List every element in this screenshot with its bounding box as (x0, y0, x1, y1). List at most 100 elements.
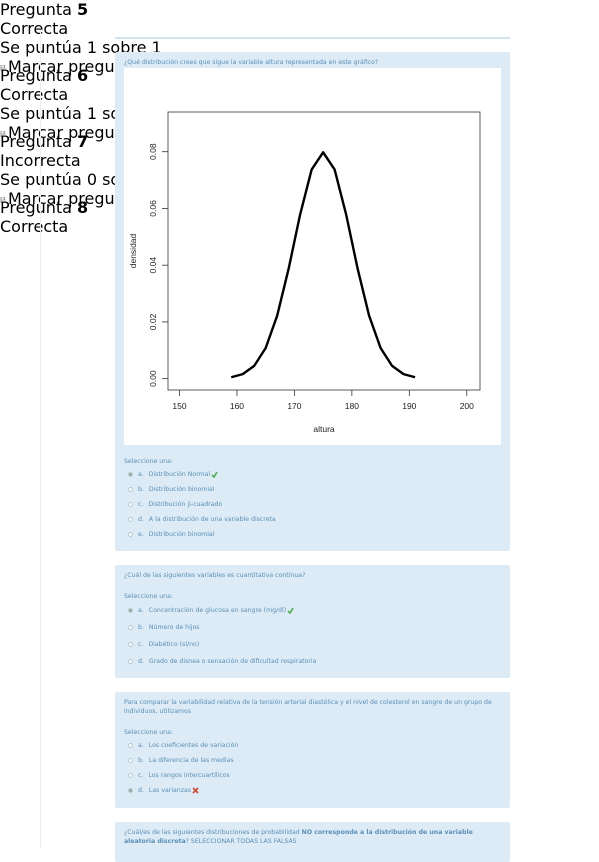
cross (192, 787, 199, 794)
radio[interactable] (128, 532, 133, 537)
option-text: Número de hijos (148, 624, 200, 631)
question-text-part: ¿Qué distribución crees que sigue la var… (124, 59, 379, 66)
flag-shape (0, 130, 6, 137)
question-text-part: ? SELECCIONAR TODAS LAS FALSAS (185, 838, 297, 845)
option-text: Los rangos intercuartílicos (148, 772, 230, 779)
answer-option[interactable]: c. Diabético (sí/no) (124, 636, 501, 653)
radio[interactable] (128, 659, 133, 664)
question-state: Correcta (0, 85, 69, 104)
flag-question[interactable]: Marcar pregunta (0, 123, 599, 142)
question-content: Para comparar la variabilidad relativa d… (115, 692, 510, 808)
radio[interactable] (128, 625, 133, 630)
question-text: ¿Cuál de las siguientes variables es cua… (124, 571, 501, 580)
radio[interactable] (128, 608, 133, 613)
radio[interactable] (128, 642, 133, 647)
answer-option[interactable]: b. Número de hijos (124, 619, 501, 636)
answer-option[interactable]: d. A la distribución de una variable disc… (124, 512, 501, 527)
prompt: Seleccione una: (124, 729, 173, 736)
option-letter: c. (138, 501, 144, 508)
x-tick-label: 150 (172, 401, 186, 411)
incorrect-icon (192, 787, 199, 794)
option-letter: b. (138, 486, 144, 493)
flag-label: Marcar pregunta (8, 123, 141, 142)
flag-shape (0, 64, 6, 71)
answer-option[interactable]: b. La diferencia de las medias (124, 753, 501, 768)
x-tick-label: 180 (345, 401, 359, 411)
answer-option[interactable]: d. Grado de disnea o sensación de dificul… (124, 653, 501, 670)
x-tick-label: 200 (460, 401, 474, 411)
option-letter: d. (138, 516, 144, 523)
answer-option[interactable]: c. Distribución ji-cuadrado (124, 497, 501, 512)
question-num: 6 (77, 66, 89, 85)
option-letter: b. (138, 624, 144, 631)
option-text: Distribución ji-cuadrado (148, 501, 223, 508)
flag-question[interactable]: Marcar pregunta (0, 189, 599, 208)
prompt: Seleccione una: (124, 593, 173, 600)
answer-option[interactable]: e. Distribución binomial (124, 527, 501, 542)
option-text: Diabético (sí/no) (148, 641, 200, 648)
question-label: Pregunta (0, 66, 72, 85)
x-tick-label: 160 (230, 401, 244, 411)
y-tick-label: 0.08 (148, 143, 158, 160)
flag-question[interactable]: Marcar pregunta (0, 57, 599, 76)
x-tick-label: 170 (287, 401, 301, 411)
chart: 150 160 170 180 190 200 0.00 0.02 0.04 0.06 0.08 al… (124, 68, 501, 445)
radio[interactable] (128, 502, 133, 507)
question-content: ¿Cuál de las siguientes variables es cua… (115, 565, 510, 678)
flag-shape (0, 196, 6, 203)
question-text-part: ¿Cuál/es de las siguientes distribucione… (124, 829, 302, 836)
question-number: Pregunta 6 (0, 66, 599, 85)
question-num: 8 (77, 198, 89, 217)
question-number: Pregunta 7 (0, 132, 599, 151)
prompt: Seleccione una: (124, 458, 173, 465)
question-num: 7 (77, 132, 89, 151)
option-text: Las varianzas (148, 787, 192, 794)
question-content: ¿Cuál/es de las siguientes distribucione… (115, 822, 510, 862)
radio[interactable] (128, 487, 133, 492)
answer-option[interactable]: a. Los coeficientes de variación (124, 738, 501, 753)
radio[interactable] (128, 743, 133, 748)
option-letter: d. (138, 787, 144, 794)
radio[interactable] (128, 517, 133, 522)
option-letter: a. (138, 607, 144, 614)
option-text: Grado de disnea o sensación de dificulta… (148, 658, 317, 665)
check (211, 471, 218, 478)
check (287, 607, 294, 614)
question-number: Pregunta 8 (0, 198, 599, 217)
radio[interactable] (128, 758, 133, 763)
question-text-part: ¿Cuál de las siguientes variables es cua… (124, 572, 306, 579)
question-state: Correcta (0, 217, 69, 236)
option-letter: a. (138, 471, 144, 478)
flag-icon (0, 130, 6, 137)
radio[interactable] (128, 788, 133, 793)
x-axis-label: altura (313, 424, 335, 434)
question-text-part: Para comparar la variabilidad relativa d… (124, 699, 492, 715)
answer-option[interactable]: b. Distribución binomial (124, 482, 501, 497)
y-tick-label: 0.00 (148, 370, 158, 387)
question-number: Pregunta 5 (0, 0, 599, 19)
answer-option[interactable]: a. Concentración de glucosa en sangre (mg… (124, 602, 501, 619)
question-text: ¿Qué distribución crees que sigue la var… (124, 58, 501, 67)
question-text: ¿Cuál/es de las siguientes distribucione… (124, 828, 501, 846)
question-text-part: NO corresponde a la distribución de una … (124, 829, 473, 845)
question-text: Para comparar la variabilidad relativa d… (124, 698, 501, 716)
option-letter: b. (138, 757, 144, 764)
question-label: Pregunta (0, 198, 72, 217)
answer-option[interactable]: d. Las varianzas (124, 783, 501, 798)
option-letter: c. (138, 641, 144, 648)
radio[interactable] (128, 773, 133, 778)
flag-label: Marcar pregunta (8, 189, 141, 208)
question-content: ¿Qué distribución crees que sigue la var… (115, 52, 510, 551)
question-num: 5 (77, 0, 89, 19)
x-tick-label: 190 (402, 401, 416, 411)
radio[interactable] (128, 472, 133, 477)
question-label: Pregunta (0, 0, 72, 19)
flag-icon (0, 196, 6, 203)
y-tick-label: 0.04 (148, 257, 158, 274)
answer-option[interactable]: a. Distribución Normal (124, 467, 501, 482)
y-tick-label: 0.06 (148, 200, 158, 217)
question-state: Correcta (0, 19, 69, 38)
flag-label: Marcar pregunta (8, 57, 141, 76)
answer-option[interactable]: c. Los rangos intercuartílicos (124, 768, 501, 783)
